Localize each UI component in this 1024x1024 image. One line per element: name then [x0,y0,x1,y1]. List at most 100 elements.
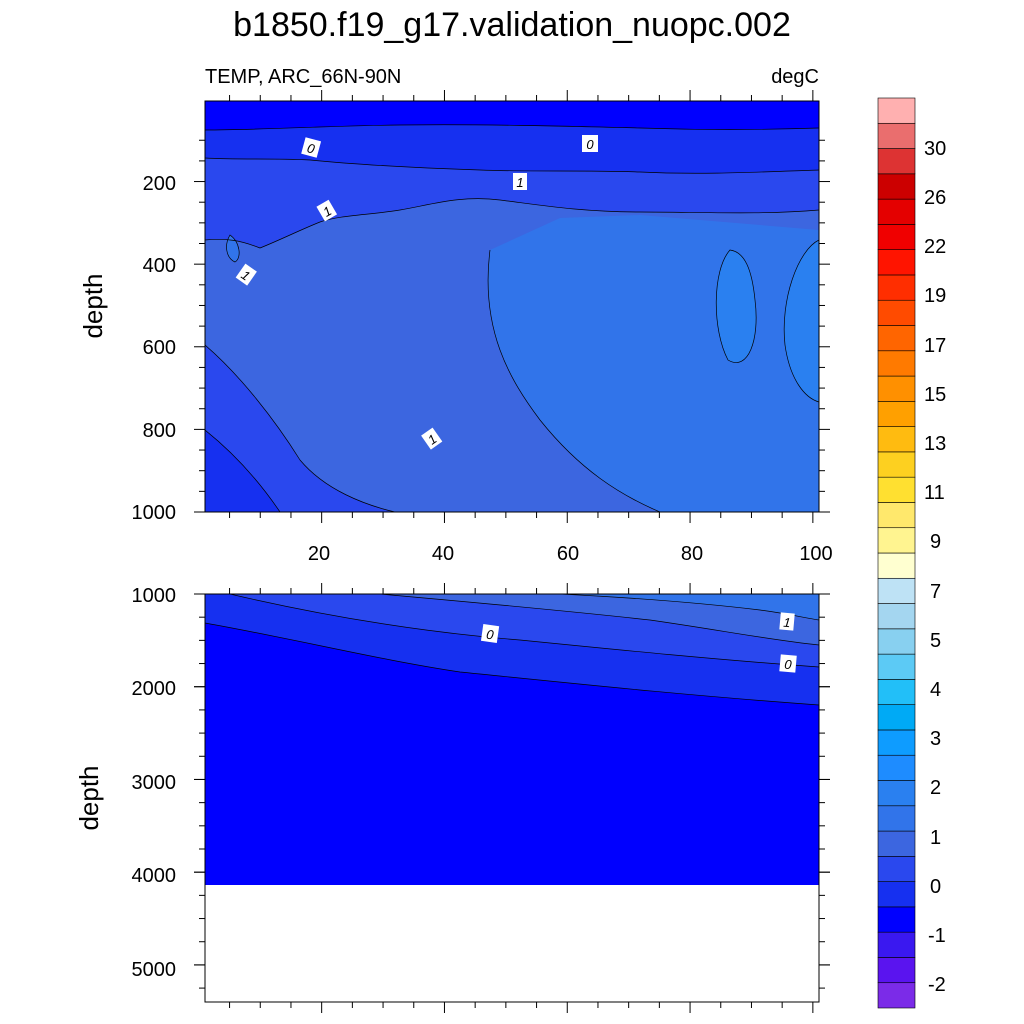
colorbar-box [877,249,916,276]
colorbar-label: 4 [930,679,941,701]
upper-y-tick-labels: 200 400 600 800 1000 [132,173,177,524]
colorbar-box [877,982,916,1009]
upper-contour-labels: 0 0 1 1 1 1 [235,135,598,450]
colorbar-label: 30 [924,138,946,160]
contour-label: 0 [485,627,495,643]
colorbar-box [877,603,916,630]
upper-band-neg-deep [205,345,395,512]
upper-x-tick-label: 100 [799,543,832,565]
upper-contour-line-2 [205,157,819,174]
colorbar-label: 22 [924,236,946,258]
colorbar-box [877,122,916,149]
contour-label: 0 [784,657,793,673]
colorbar-box [877,375,916,402]
colorbar: 30 26 22 19 17 15 13 11 9 7 5 4 3 2 1 0 … [877,97,946,1009]
colorbar-label: 2 [930,777,941,799]
upper-contour-line-5 [715,249,757,363]
colorbar-label: 9 [930,531,941,553]
upper-contour-line-1 [205,124,819,131]
lower-band-0_5-1 [380,594,819,645]
colorbar-box [877,451,916,478]
lower-y-tick-label: 1000 [132,585,177,607]
upper-x-tick-labels: 20 40 60 80 100 [308,543,833,565]
colorbar-label: 11 [924,482,945,504]
units-label: degC [771,66,819,88]
lower-band-1-1_5 [560,594,819,620]
lower-y-tick-labels: 1000 2000 3000 4000 5000 [132,585,177,981]
colorbar-label: 7 [930,581,941,603]
colorbar-box [877,148,916,175]
colorbar-label: 1 [930,827,941,849]
colorbar-box [877,198,916,225]
upper-x-tick-label: 40 [432,543,454,565]
lower-contour-fill [205,594,819,885]
contour-label: 0 [305,140,317,157]
colorbar-box [877,274,916,301]
upper-y-tick-label: 200 [143,173,176,195]
colorbar-box [877,97,916,124]
upper-axis-ticks [194,90,830,523]
colorbar-label: 0 [930,876,941,898]
chart-title: b1850.f19_g17.validation_nuopc.002 [233,6,791,44]
lower-contour-lines [205,594,819,706]
colorbar-box [877,401,916,427]
colorbar-box [877,502,916,529]
upper-contour-line-4 [487,249,661,512]
colorbar-label: 15 [924,384,946,406]
colorbar-box [877,957,916,984]
variable-label: TEMP, ARC_66N-90N [205,66,401,88]
lower-panel: 0 1 0 1000 2000 3000 4000 5000 depth [74,583,830,1013]
colorbar-box [877,805,916,832]
lower-axis-ticks [194,583,830,1013]
upper-y-tick-label: 600 [143,337,176,359]
lower-contour-line-3 [379,594,819,646]
upper-y-tick-label: 1000 [132,502,177,524]
colorbar-label: 13 [924,433,946,455]
upper-panel: 0 0 1 1 1 1 200 400 600 800 1000 20 40 6… [78,90,833,565]
lower-contour-labels: 0 1 0 [480,612,797,673]
upper-y-axis-label: depth [78,273,108,338]
colorbar-box [877,931,916,958]
contour-label: 0 [586,137,594,152]
colorbar-labels: 30 26 22 19 17 15 13 11 9 7 5 4 3 2 1 0 … [924,138,946,996]
upper-x-tick-label: 60 [557,543,579,565]
colorbar-box [877,476,916,503]
lower-contour-line-2 [229,594,819,668]
colorbar-box [877,426,916,453]
colorbar-box [877,224,916,250]
colorbar-box [877,704,916,731]
upper-contour-line-8 [205,429,281,512]
colorbar-box [877,881,916,908]
colorbar-box [877,350,916,377]
colorbar-box [877,780,916,807]
upper-plot-frame [204,100,820,513]
colorbar-label: 3 [930,728,941,750]
upper-y-tick-label: 400 [143,255,176,277]
colorbar-box [877,552,916,579]
upper-x-tick-label: 20 [308,543,330,565]
upper-contour-line-3 [205,198,819,249]
colorbar-box [877,653,916,680]
upper-contour-line-6 [783,239,819,403]
colorbar-label: -2 [928,974,946,996]
colorbar-label: -1 [928,925,946,947]
lower-y-tick-label: 5000 [132,959,177,981]
lower-no-data-region [205,885,819,1002]
lower-contour-line-1 [205,622,819,706]
colorbar-box [877,856,916,882]
lower-y-tick-label: 2000 [132,678,177,700]
lower-y-tick-label: 4000 [132,865,177,887]
upper-band-neg-deeper [205,430,280,512]
upper-contour-line-9 [226,234,240,263]
upper-x-tick-label: 80 [681,543,703,565]
contour-label: 1 [516,175,523,190]
colorbar-box [877,754,916,781]
upper-band-1_5-2-a [716,250,757,363]
lower-y-axis-label: depth [74,765,104,830]
colorbar-box [877,679,916,705]
colorbar-label: 19 [924,285,946,307]
upper-y-tick-label: 800 [143,420,176,442]
upper-contour-fill [205,101,819,512]
colorbar-box [877,173,916,200]
